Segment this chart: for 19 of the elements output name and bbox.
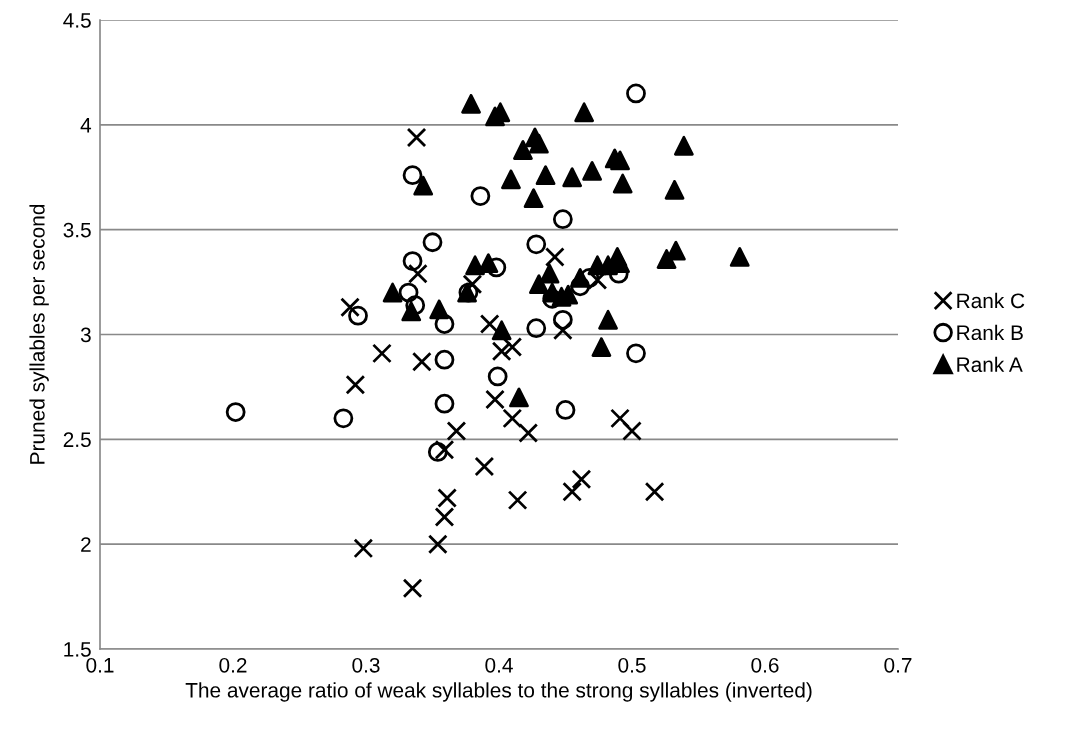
y-tick-label: 4.5 bbox=[63, 13, 91, 28]
x-tick-label: 0.7 bbox=[884, 657, 912, 673]
x-tick-label: 0.6 bbox=[751, 657, 779, 673]
x-tick-label: 0.3 bbox=[352, 657, 380, 673]
y-tick-label: 4 bbox=[80, 118, 92, 133]
y-tick-label: 1.5 bbox=[64, 642, 91, 657]
y-tick-label: 2.5 bbox=[63, 432, 91, 448]
x-tick-label: 0.5 bbox=[618, 657, 646, 673]
y-tick-label: 2 bbox=[81, 537, 91, 552]
x-tick-label: 0.2 bbox=[219, 657, 247, 673]
x-axis-title: The average ratio of weak syllables to the strong syllables (inverted) bbox=[185, 682, 812, 702]
legend-label: Rank A bbox=[957, 356, 1023, 373]
x-tick-label: 0.1 bbox=[86, 657, 114, 673]
y-tick-label: 3 bbox=[80, 327, 91, 343]
legend-label: Rank B bbox=[957, 324, 1023, 341]
y-tick-label: 3.5 bbox=[63, 222, 91, 238]
y-axis-title: Pruned syllables per second bbox=[29, 204, 49, 464]
x-tick-label: 0.4 bbox=[485, 657, 513, 673]
legend-label: Rank C bbox=[957, 292, 1025, 309]
